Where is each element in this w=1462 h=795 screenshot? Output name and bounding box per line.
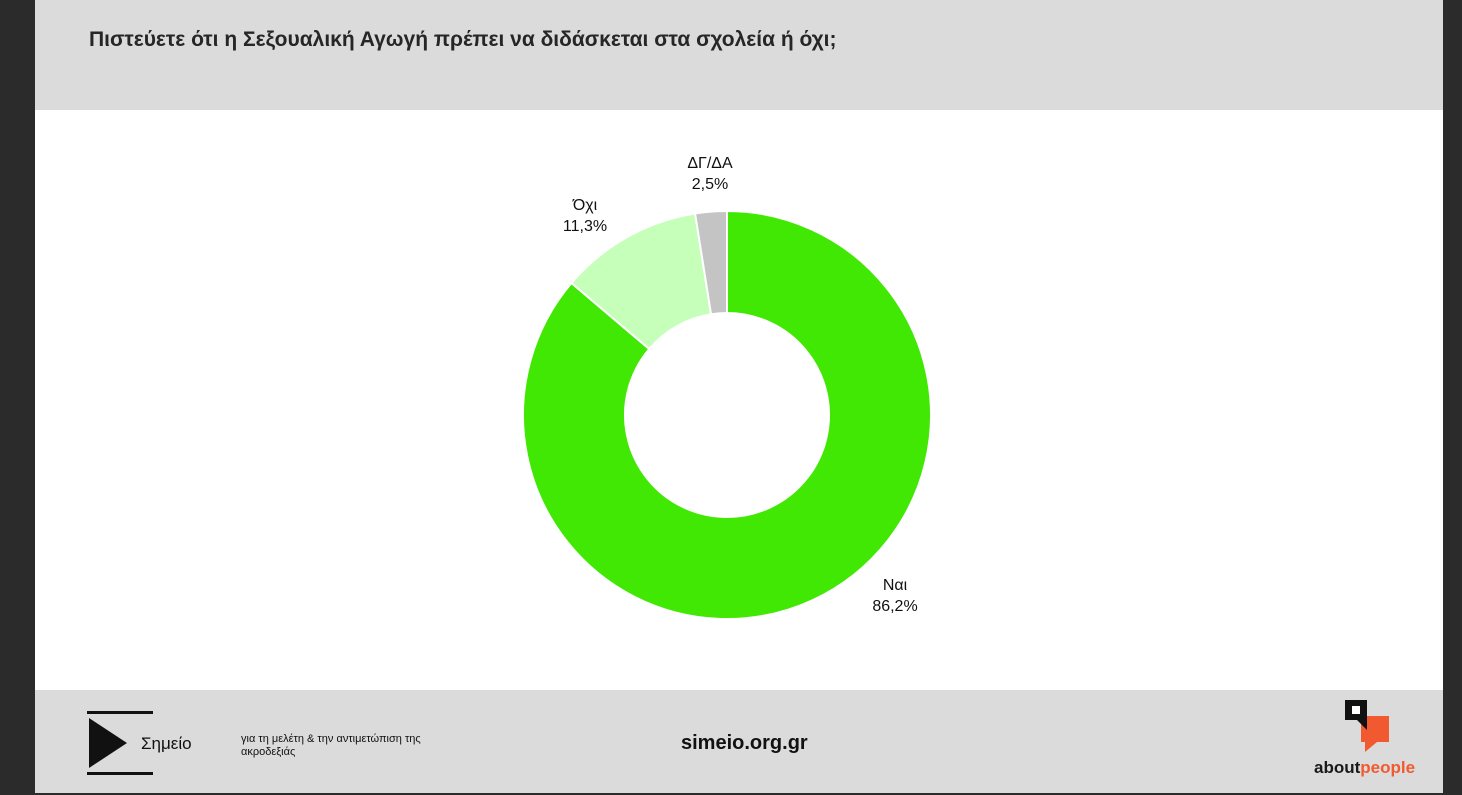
- brand-about: about: [1314, 758, 1361, 777]
- play-triangle-icon: [87, 711, 153, 775]
- header-bar: Πιστεύετε ότι η Σεξουαλική Αγωγή πρέπει …: [35, 0, 1443, 110]
- slice-value-2: 2,5%: [692, 176, 728, 193]
- slice-label-1: Όχι: [572, 197, 598, 214]
- slice-value-0: 86,2%: [872, 598, 917, 615]
- site-url[interactable]: simeio.org.gr: [681, 732, 808, 754]
- brand-people: people: [1360, 758, 1416, 777]
- donut-slice-0: [522, 209, 932, 620]
- slice-label-0: Ναι: [883, 577, 908, 594]
- chart-area: Ναι 86,2% Όχι 11,3% ΔΓ/ΔΑ 2,5%: [35, 110, 1443, 690]
- logo-name: Σημείο: [141, 734, 192, 753]
- aboutpeople-logo-text: aboutpeople: [1314, 758, 1415, 778]
- donut-chart: Ναι 86,2% Όχι 11,3% ΔΓ/ΔΑ 2,5%: [522, 155, 932, 620]
- slice-value-1: 11,3%: [563, 218, 607, 235]
- slide: Πιστεύετε ότι η Σεξουαλική Αγωγή πρέπει …: [35, 0, 1443, 793]
- page-title: Πιστεύετε ότι η Σεξουαλική Αγωγή πρέπει …: [89, 28, 837, 51]
- footer-bar: Σημείο για τη μελέτη & την αντιμετώπιση …: [35, 690, 1443, 793]
- speech-bubbles-icon: [1345, 700, 1389, 752]
- donut-slice-2: [693, 209, 728, 316]
- slice-label-2: ΔΓ/ΔΑ: [687, 155, 733, 172]
- tagline: για τη μελέτη & την αντιμετώπιση της ακρ…: [241, 733, 421, 758]
